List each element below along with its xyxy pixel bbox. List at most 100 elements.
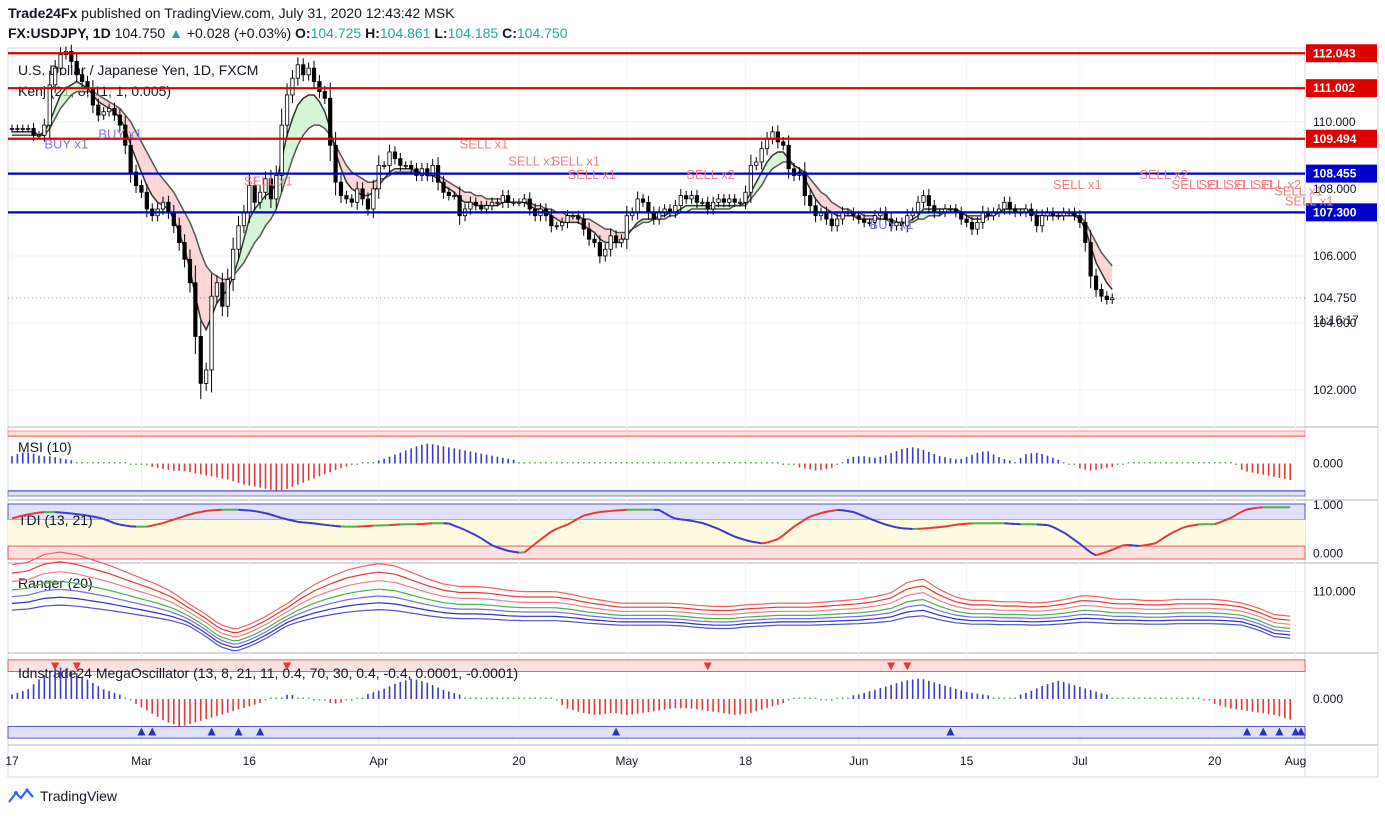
tdi-line-segment — [874, 519, 881, 524]
kenj-cloud-segment — [55, 94, 61, 119]
mega-bar — [156, 699, 159, 717]
mega-bar — [717, 699, 720, 713]
tdi-line-segment — [561, 523, 568, 528]
msi-bar — [820, 463, 822, 470]
candle-body — [775, 131, 780, 143]
mega-bar — [1106, 694, 1108, 699]
candle-body — [241, 211, 247, 227]
tdi-line-segment — [281, 517, 288, 521]
ranger-title: Ranger (20) — [18, 575, 93, 591]
msi-bar — [636, 462, 639, 464]
candle-body — [284, 94, 290, 126]
sell-signal-label: SELL x1 — [460, 137, 509, 152]
time-tick-label: May — [616, 754, 639, 768]
mega-bar — [901, 681, 903, 699]
kenj-cloud-segment — [826, 195, 832, 213]
msi-bar — [706, 462, 709, 464]
candle-body — [743, 191, 748, 203]
candle — [392, 146, 398, 165]
msi-bar — [350, 463, 353, 465]
msi-bar — [1149, 462, 1151, 464]
mega-bar — [1079, 686, 1081, 699]
tdi-line-segment — [669, 515, 676, 520]
msi-bar — [679, 462, 682, 464]
candle — [651, 206, 656, 225]
msi-bar — [1122, 463, 1124, 465]
candle — [225, 268, 230, 317]
mega-bar — [318, 699, 321, 701]
ranger-band-line — [11, 561, 1291, 634]
mega-bar — [658, 699, 660, 711]
tdi-line-segment — [955, 523, 962, 526]
mega-bar — [868, 691, 871, 699]
tdi-line-segment — [1117, 544, 1124, 549]
candle — [867, 218, 872, 227]
candle — [851, 207, 856, 221]
candle — [613, 230, 619, 249]
candle — [20, 124, 25, 133]
candle-body — [301, 64, 306, 76]
candle — [187, 249, 193, 293]
candle — [403, 161, 408, 170]
msi-bar — [167, 463, 170, 470]
kenj-cloud-segment — [303, 94, 309, 136]
candle-body — [597, 242, 602, 257]
mega-bar — [539, 697, 542, 699]
candle — [1050, 207, 1056, 221]
candle — [1110, 293, 1115, 304]
candle-body — [781, 141, 786, 146]
msi-bar — [728, 462, 731, 464]
mega-bar — [286, 694, 288, 699]
tradingview-logo-icon — [8, 788, 34, 803]
msi-bar — [264, 463, 267, 489]
mega-bar — [248, 699, 251, 707]
mega-bar — [1208, 699, 1211, 701]
mega-bar — [1181, 697, 1184, 699]
candle — [603, 243, 608, 262]
msi-bar — [528, 462, 531, 464]
candle-body — [69, 50, 74, 62]
mega-bar — [814, 697, 817, 699]
msi-bar — [696, 462, 698, 464]
tdi-line-segment — [464, 529, 471, 534]
msi-bar — [410, 448, 412, 464]
msi-bar — [54, 457, 56, 464]
time-tick-label: 16 — [243, 754, 257, 768]
buy-triangle-icon — [1243, 727, 1252, 736]
msi-bar — [480, 453, 483, 464]
candle — [969, 216, 975, 235]
tdi-line-segment — [782, 530, 790, 537]
tdi-line-segment — [556, 525, 563, 530]
mega-bar — [971, 692, 973, 699]
tdi-line-segment — [788, 525, 795, 532]
tdi-line-segment — [1252, 506, 1259, 510]
msi-bar — [717, 462, 720, 464]
candle-body — [101, 111, 106, 116]
msi-bar — [307, 463, 310, 481]
publisher-name[interactable]: Trade24Fx — [8, 5, 78, 21]
candle-body — [220, 282, 225, 307]
time-tick-label: Jun — [849, 754, 868, 768]
mega-bar — [998, 697, 1000, 699]
mega-bar — [674, 699, 677, 709]
candle-body — [592, 238, 597, 243]
msi-bar — [1224, 462, 1227, 464]
close-value: 104.750 — [516, 25, 568, 41]
candle-body — [36, 134, 42, 137]
tdi-line-segment — [728, 533, 736, 538]
tdi-line-segment — [92, 515, 99, 519]
tdi-line-segment — [1165, 532, 1173, 538]
candle — [700, 198, 705, 207]
candle — [290, 69, 295, 104]
candle — [975, 216, 980, 235]
mega-bar — [911, 679, 914, 699]
footer-brand[interactable]: TradingView — [8, 788, 117, 804]
msi-bar — [1192, 462, 1194, 464]
buy-triangle-icon — [148, 727, 157, 736]
kenj-cloud-segment — [184, 212, 190, 270]
candle-body — [495, 201, 500, 204]
symbol-label: FX:USDJPY, 1D — [8, 25, 111, 41]
candle-body — [193, 282, 198, 337]
candle-body — [484, 205, 489, 210]
